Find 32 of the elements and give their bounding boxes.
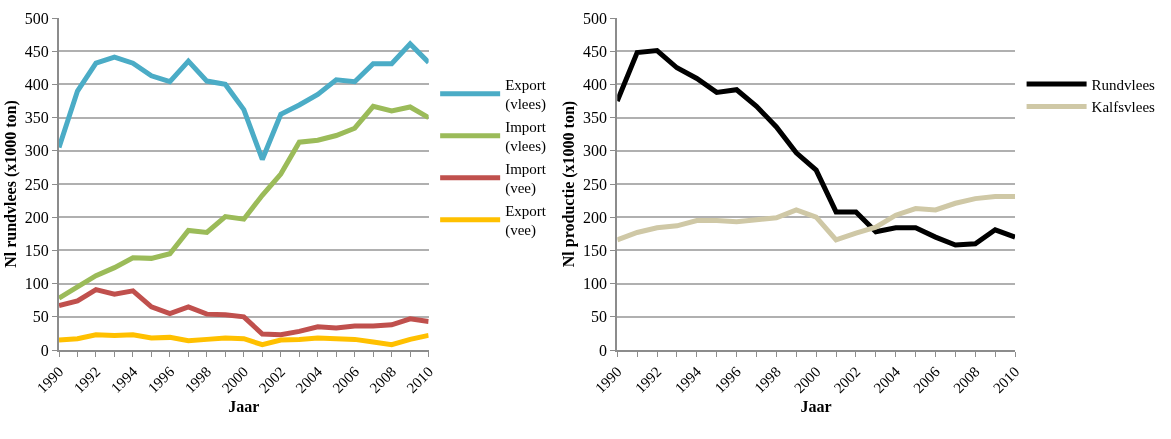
x-axis-title: Jaar — [228, 398, 260, 416]
y-tick-label: 200 — [583, 208, 608, 226]
y-tick-label: 150 — [583, 242, 608, 259]
x-axis-title: Jaar — [800, 398, 832, 416]
y-axis-title: Nl rundvlees (x1000 ton) — [2, 100, 21, 268]
legend-label: Import (vlees) — [505, 118, 547, 156]
y-tick-label: 100 — [583, 275, 608, 293]
y-tick-label: 400 — [583, 76, 608, 93]
legend-label: Kalfsvlees — [1091, 99, 1156, 116]
y-tick-label: 300 — [24, 142, 49, 160]
legend-label: Export (vlees) — [505, 76, 547, 114]
y-tick-label: 500 — [24, 9, 49, 27]
y-tick-label: 100 — [24, 275, 49, 293]
legend-label: Import (vee) — [505, 160, 547, 198]
y-tick-label: 450 — [583, 42, 608, 60]
y-tick-label: 350 — [24, 109, 49, 127]
y-tick-label: 350 — [583, 109, 608, 127]
legend-label: Export (vee) — [505, 202, 547, 240]
y-tick-label: 0 — [40, 341, 49, 359]
y-tick-label: 250 — [24, 175, 49, 193]
y-tick-label: 500 — [583, 9, 608, 27]
y-tick-label: 150 — [24, 242, 49, 259]
y-tick-label: 50 — [591, 308, 608, 326]
y-tick-label: 450 — [24, 42, 49, 60]
y-tick-label: 400 — [24, 76, 49, 93]
y-tick-label: 50 — [32, 308, 49, 326]
legend-label: Rundvlees — [1091, 76, 1156, 93]
y-tick-label: 250 — [583, 175, 608, 193]
y-tick-label: 200 — [24, 208, 49, 226]
y-tick-label: 0 — [599, 341, 608, 359]
y-axis-title: Nl productie (x1000 ton) — [560, 100, 579, 268]
y-tick-label: 300 — [583, 142, 608, 160]
